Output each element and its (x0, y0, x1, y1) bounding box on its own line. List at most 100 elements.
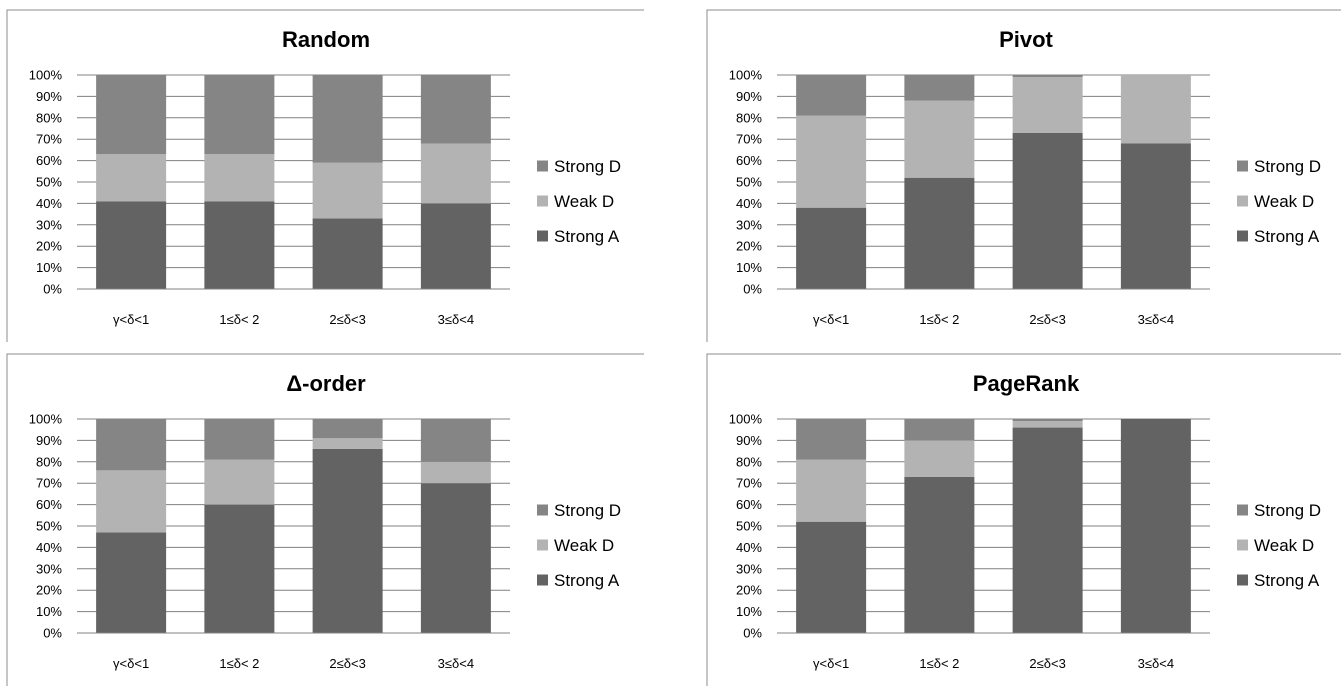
legend-label-strong-a: Strong A (554, 571, 620, 590)
bar-strong-a-0 (96, 201, 167, 289)
y-tick-label: 50% (736, 175, 762, 190)
y-tick-label: 40% (36, 196, 62, 211)
y-tick-label: 60% (36, 497, 62, 512)
bar-strong-a-3 (1120, 143, 1191, 289)
y-tick-label: 90% (36, 89, 62, 104)
y-tick-label: 40% (36, 540, 62, 555)
legend-swatch-strong-a (1237, 574, 1248, 586)
y-tick-label: 90% (36, 433, 62, 448)
legend-label-weak-d: Weak D (554, 536, 614, 555)
x-tick-label: 2≤δ<3 (329, 312, 365, 327)
y-tick-label: 0% (43, 626, 62, 641)
y-tick-label: 0% (743, 626, 762, 641)
bar-weak-d-1 (204, 459, 275, 505)
y-tick-label: 30% (36, 561, 62, 576)
y-tick-label: 60% (736, 153, 762, 168)
bar-strong-a-0 (96, 532, 167, 633)
legend-swatch-strong-a (1237, 230, 1248, 242)
chart-panel-pivot: Pivot 0% 10% 20% 30% 40% 50% 60% 70% 80% 90% 100% γ<… (700, 0, 1341, 342)
y-tick-label: 30% (36, 217, 62, 232)
bar-strong-a-1 (904, 177, 975, 289)
legend-label-strong-d: Strong D (1254, 157, 1321, 176)
x-tick-label: 3≤δ<4 (438, 312, 474, 327)
x-tick-label: 1≤δ< 2 (919, 312, 959, 327)
x-tick-label: 2≤δ<3 (1029, 312, 1065, 327)
legend-swatch-strong-d (537, 160, 548, 172)
bar-weak-d-2 (1012, 421, 1083, 428)
bar-strong-a-0 (796, 521, 867, 633)
legend-swatch-strong-d (1237, 160, 1248, 172)
legend-swatch-strong-d (537, 504, 548, 516)
y-tick-label: 40% (736, 540, 762, 555)
bar-strong-d-3 (420, 419, 491, 462)
y-tick-label: 50% (36, 519, 62, 534)
x-tick-label: 2≤δ<3 (329, 656, 365, 671)
y-tick-label: 0% (743, 282, 762, 297)
bar-strong-d-0 (96, 75, 167, 155)
legend-label-weak-d: Weak D (1254, 192, 1314, 211)
y-tick-label: 50% (736, 519, 762, 534)
chart-panel-pagerank: PageRank 0% 10% 20% 30% 40% 50% 60% 70% 80% 90% 100… (700, 344, 1341, 686)
legend-swatch-strong-d (1237, 504, 1248, 516)
y-tick-label: 30% (736, 561, 762, 576)
chart-title: PageRank (973, 371, 1080, 396)
bar-strong-d-0 (796, 419, 867, 460)
y-tick-label: 70% (36, 476, 62, 491)
x-tick-label: 1≤δ< 2 (919, 656, 959, 671)
legend-label-strong-a: Strong A (1254, 227, 1320, 246)
chart-panel-delta-order: Δ-order 0% 10% 20% 30% 40% 50% 60% 70% 80% 90% 100%… (0, 344, 644, 686)
y-tick-label: 10% (736, 604, 762, 619)
bar-weak-d-3 (420, 461, 491, 484)
bar-strong-a-1 (204, 201, 275, 289)
bar-weak-d-2 (1012, 77, 1083, 133)
chart-panel-random: Random 0% 10% 20% 30% 40% 50% 60% 70% 80% 90% 100% γ… (0, 0, 644, 342)
bar-strong-a-3 (420, 483, 491, 633)
x-tick-label: γ<δ<1 (113, 656, 149, 671)
bar-weak-d-3 (1120, 75, 1191, 144)
y-tick-label: 10% (736, 260, 762, 275)
bar-strong-d-1 (204, 419, 275, 460)
y-tick-label: 100% (29, 412, 63, 427)
x-tick-label: 3≤δ<4 (1138, 312, 1174, 327)
bar-weak-d-0 (796, 459, 867, 522)
bar-strong-a-2 (312, 218, 383, 289)
bar-strong-d-1 (204, 75, 275, 155)
y-tick-label: 20% (36, 239, 62, 254)
y-tick-label: 70% (736, 476, 762, 491)
bar-strong-d-2 (312, 75, 383, 163)
y-tick-label: 80% (36, 110, 62, 125)
x-tick-label: γ<δ<1 (813, 656, 849, 671)
y-tick-label: 100% (729, 68, 763, 83)
chart-title: Δ-order (286, 371, 366, 396)
legend-swatch-strong-a (537, 230, 548, 242)
bar-strong-a-2 (312, 448, 383, 633)
bar-weak-d-2 (312, 162, 383, 219)
y-tick-label: 30% (736, 217, 762, 232)
bar-weak-d-0 (96, 470, 167, 533)
legend-swatch-strong-a (537, 574, 548, 586)
y-tick-label: 40% (736, 196, 762, 211)
y-tick-label: 100% (29, 68, 63, 83)
y-tick-label: 60% (736, 497, 762, 512)
y-tick-label: 70% (36, 132, 62, 147)
bar-weak-d-1 (204, 154, 275, 202)
y-tick-label: 90% (736, 433, 762, 448)
y-tick-label: 80% (736, 110, 762, 125)
legend-swatch-weak-d (537, 195, 548, 207)
chart-svg: PageRank 0% 10% 20% 30% 40% 50% 60% 70% 80% 90% 100… (706, 353, 1341, 686)
y-tick-label: 70% (736, 132, 762, 147)
legend-label-weak-d: Weak D (1254, 536, 1314, 555)
chart-title: Pivot (999, 27, 1053, 52)
chart-svg: Random 0% 10% 20% 30% 40% 50% 60% 70% 80% 90% 100% γ… (6, 9, 644, 342)
bar-strong-a-1 (204, 504, 275, 633)
y-tick-label: 60% (36, 153, 62, 168)
x-tick-label: γ<δ<1 (113, 312, 149, 327)
legend-label-strong-d: Strong D (554, 501, 621, 520)
y-tick-label: 80% (36, 454, 62, 469)
bar-strong-a-2 (1012, 427, 1083, 633)
bar-weak-d-1 (904, 440, 975, 477)
chart-svg: Pivot 0% 10% 20% 30% 40% 50% 60% 70% 80% 90% 100% γ<… (706, 9, 1341, 342)
legend-label-strong-a: Strong A (554, 227, 620, 246)
bar-strong-d-2 (1012, 419, 1083, 422)
bar-strong-d-1 (904, 419, 975, 441)
